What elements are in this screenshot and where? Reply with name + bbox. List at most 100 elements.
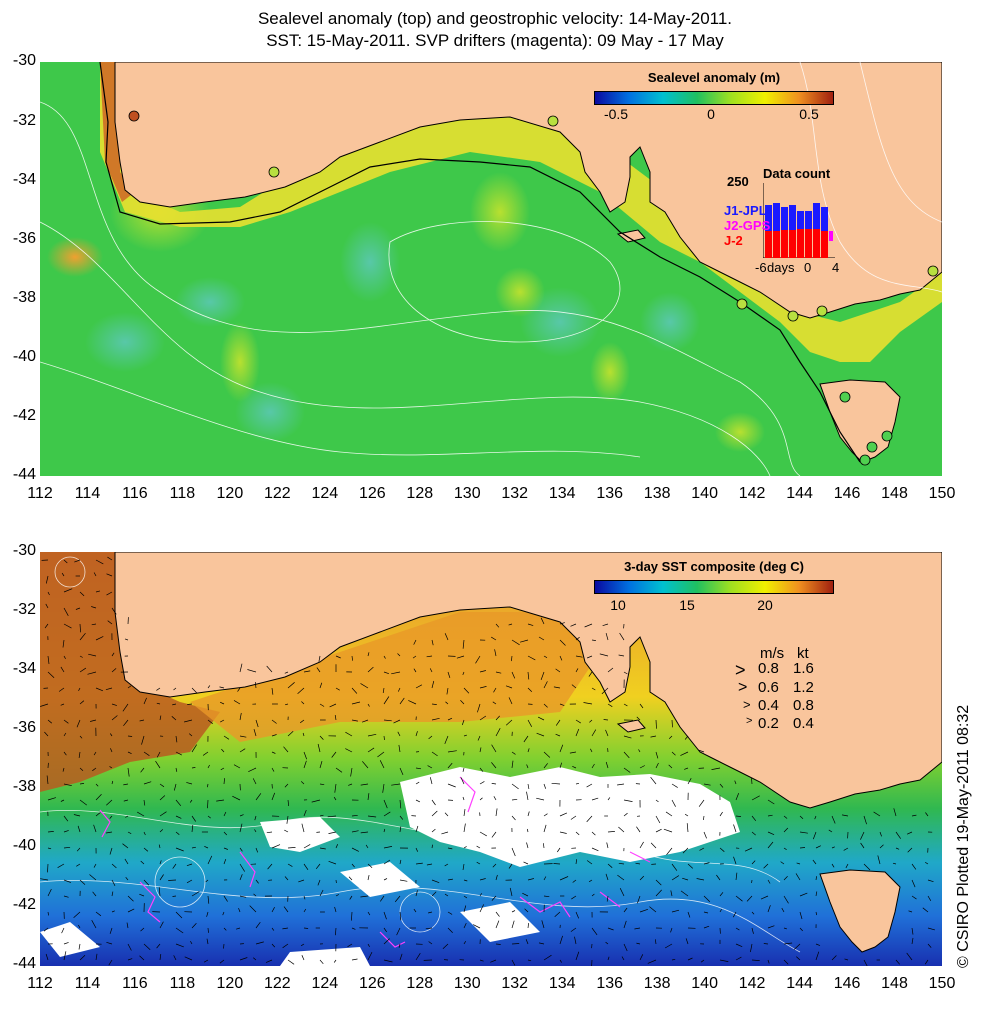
velocity-arrow	[188, 733, 193, 737]
velocity-arrow	[399, 879, 408, 882]
lat-tick: -34	[12, 171, 36, 188]
velocity-arrow	[60, 799, 65, 802]
lon-tick: 120	[216, 975, 244, 992]
velocity-arrow	[605, 761, 609, 769]
velocity-arrow	[623, 703, 628, 707]
velocity-arrow	[927, 879, 934, 883]
velocity-arrow	[719, 811, 723, 817]
velocity-arrow	[125, 876, 129, 881]
velocity-arrow	[63, 588, 73, 593]
lon-tick: 150	[928, 975, 956, 992]
velocity-arrow	[106, 799, 113, 806]
velocity-arrow	[680, 890, 689, 897]
velocity-arrow	[511, 943, 520, 945]
velocity-arrow	[703, 815, 705, 821]
velocity-arrow	[79, 700, 85, 705]
velocity-arrow	[650, 842, 657, 849]
velocity-arrow	[140, 860, 145, 865]
dc-x-days: days	[767, 260, 795, 275]
velocity-arrow	[233, 700, 241, 705]
velocity-arrow	[219, 701, 225, 705]
velocity-arrow	[159, 829, 164, 833]
velocity-arrow	[426, 863, 433, 866]
velocity-arrow	[239, 748, 246, 753]
velocity-arrow	[607, 956, 610, 961]
velocity-arrow	[159, 921, 164, 929]
velocity-arrow	[605, 941, 609, 945]
velocity-arrow	[367, 951, 373, 961]
velocity-arrow	[156, 943, 161, 949]
velocity-arrow	[303, 760, 307, 769]
velocity-arrow	[591, 927, 598, 936]
velocity-arrow	[95, 636, 104, 641]
velocity-arrow	[382, 687, 385, 694]
velocity-arrow	[191, 744, 197, 753]
velocity-arrow	[924, 959, 929, 965]
velocity-arrow	[351, 814, 358, 817]
velocity-arrow	[351, 719, 358, 722]
velocity-arrow	[586, 815, 593, 823]
velocity-arrow	[687, 863, 694, 869]
velocity-arrow	[655, 719, 657, 729]
drifter-tracks	[99, 776, 651, 948]
velocity-arrow	[184, 956, 193, 961]
velocity-arrow	[664, 943, 673, 949]
velocity-arrow	[719, 847, 725, 852]
velocity-arrow	[699, 847, 705, 851]
velocity-arrow	[318, 655, 321, 662]
velocity-arrow	[191, 846, 196, 849]
velocity-arrow	[396, 927, 401, 936]
velocity-arrow	[315, 863, 321, 870]
velocity-arrow	[222, 911, 225, 916]
velocity-arrow	[189, 799, 193, 803]
sla-contours	[40, 556, 801, 953]
velocity-arrow	[93, 824, 97, 833]
velocity-arrow	[63, 751, 67, 756]
velocity-arrow	[751, 831, 756, 836]
velocity-arrow	[271, 792, 276, 801]
data-count-title: Data count	[763, 166, 831, 181]
lon-tick: 130	[453, 485, 481, 502]
velocity-arrow	[345, 731, 353, 737]
velocity-arrow	[124, 858, 129, 865]
velocity-arrow	[328, 831, 337, 834]
velocity-arrow	[415, 799, 421, 803]
velocity-arrow	[719, 959, 729, 962]
velocity-arrow	[351, 927, 356, 930]
velocity-arrow	[79, 783, 85, 785]
speed-row-ms: 0.8	[758, 660, 779, 677]
velocity-arrow	[895, 831, 901, 839]
velocity-arrow	[334, 906, 337, 913]
velocity-arrow	[751, 959, 760, 961]
velocity-arrow	[367, 943, 370, 947]
velocity-arrow	[879, 831, 882, 837]
velocity-arrow	[426, 655, 433, 658]
velocity-arrow	[671, 799, 676, 807]
velocity-arrow	[47, 591, 50, 596]
velocity-arrow	[911, 895, 917, 900]
velocity-arrow	[335, 927, 337, 936]
velocity-arrow	[63, 655, 66, 659]
velocity-arrow	[427, 765, 433, 769]
velocity-arrow	[812, 859, 817, 865]
velocity-arrow	[527, 623, 534, 626]
velocity-arrow	[123, 799, 129, 802]
lat-tick: -32	[12, 112, 36, 129]
velocity-arrow	[271, 767, 275, 772]
credit-text: © CSIRO Plotted 19-May-2011 08:32	[955, 704, 972, 968]
velocity-arrow	[572, 765, 577, 769]
velocity-arrow	[106, 941, 113, 945]
velocity-arrow	[47, 797, 57, 801]
velocity-arrow	[159, 954, 162, 961]
velocity-arrow	[491, 744, 497, 753]
sst-colorbar	[594, 580, 834, 594]
velocity-arrow	[783, 942, 793, 945]
velocity-arrow	[106, 591, 113, 596]
velocity-arrow	[734, 780, 737, 785]
velocity-arrow	[303, 809, 307, 817]
velocity-arrow	[47, 719, 53, 724]
velocity-arrow	[799, 927, 803, 932]
velocity-arrow	[399, 953, 403, 961]
velocity-arrow	[654, 939, 657, 945]
velocity-arrow	[191, 891, 200, 897]
